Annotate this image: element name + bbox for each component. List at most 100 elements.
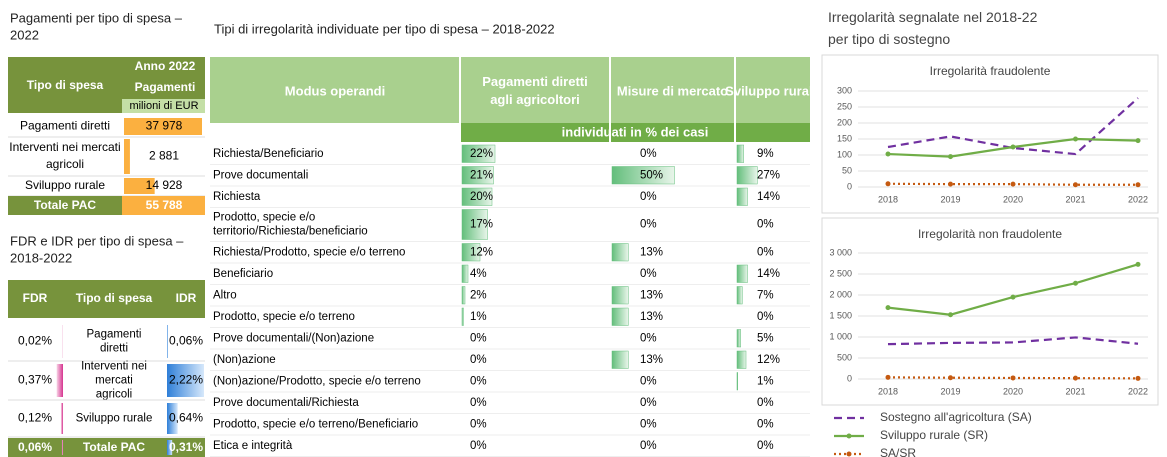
x-tick-label: 2022	[1128, 194, 1148, 204]
header-bg	[8, 280, 205, 318]
y-tick-label: 150	[837, 133, 852, 143]
pct-value: 0%	[757, 246, 774, 258]
point	[1010, 294, 1016, 300]
header-cell: Pagamenti	[135, 80, 196, 94]
pct-value: 0%	[640, 219, 657, 231]
point	[1010, 144, 1016, 150]
pct-bar	[461, 144, 496, 163]
pct-bar	[736, 372, 738, 391]
row-label: Etica e integrità	[213, 440, 293, 452]
row-label: Prodotto, specie e/o terreno/Beneficiari…	[213, 418, 418, 430]
row-label: (Non)azione	[213, 354, 276, 366]
point	[885, 374, 891, 380]
header-cell: Modus operandi	[285, 83, 385, 98]
header-cell: Anno 2022	[135, 59, 196, 73]
row-label: Altro	[213, 289, 237, 301]
pct-value: 14%	[757, 191, 780, 203]
chart-title: Irregolarità fraudolente	[930, 64, 1051, 78]
x-tick-label: 2021	[1065, 386, 1085, 396]
pct-value: 0%	[470, 332, 487, 344]
x-tick-label: 2021	[1065, 194, 1085, 204]
row-label: Pagamenti diretti	[87, 329, 142, 355]
total-value: 55 788	[146, 198, 183, 212]
chart-frame	[821, 217, 1159, 406]
fdr-bar	[60, 403, 63, 434]
y-tick-label: 500	[837, 352, 852, 362]
row-label: Interventi nei mercati agricoli	[9, 140, 120, 171]
row-label: Prodotto, specie e/o territorio/Richiesta…	[213, 212, 368, 238]
pct-bar	[736, 166, 758, 185]
idr-bar	[167, 403, 178, 434]
pct-value: 4%	[470, 268, 487, 280]
y-tick-label: 2 000	[829, 289, 852, 299]
pct-bar	[736, 286, 743, 305]
pct-bar	[611, 286, 629, 305]
pct-value: 5%	[757, 332, 774, 344]
fdr-value: 0,02%	[18, 334, 52, 348]
header-cell: Pagamenti diretti agli agricoltori	[482, 74, 587, 107]
pct-value: 0%	[640, 191, 657, 203]
row-label: Richiesta	[213, 191, 261, 203]
row-value: 14 928	[146, 178, 183, 192]
total-value-bg	[122, 196, 205, 215]
pct-value: 12%	[470, 246, 493, 258]
pct-bar	[461, 286, 466, 305]
pct-bar	[736, 329, 741, 348]
row-label: Beneficiario	[213, 268, 273, 280]
row-value: 2 881	[149, 149, 179, 163]
pct-value: 0%	[640, 268, 657, 280]
pct-value: 0%	[757, 418, 774, 430]
pct-bar	[461, 209, 488, 240]
row-label: Richiesta/Prodotto, specie e/o terreno	[213, 246, 405, 258]
row-label: Prodotto, specie e/o terreno	[213, 311, 355, 323]
pct-value: 1%	[470, 311, 487, 323]
pct-bar	[611, 243, 629, 262]
unit-bg	[122, 99, 205, 113]
series-line	[887, 97, 1139, 156]
row-value: 37 978	[146, 119, 183, 133]
pct-value: 0%	[757, 219, 774, 231]
idr-bar	[167, 364, 204, 397]
y-tick-label: 2 500	[829, 268, 852, 278]
pct-value: 21%	[470, 169, 493, 181]
y-tick-label: 300	[837, 85, 852, 95]
y-tick-label: 200	[837, 117, 852, 127]
x-tick-label: 2019	[940, 386, 960, 396]
total-label: Totale PAC	[83, 440, 146, 454]
series-line	[887, 336, 1139, 346]
point	[885, 151, 891, 157]
y-tick-label: 50	[842, 165, 852, 175]
pct-value: 0%	[470, 440, 487, 452]
total-bg	[8, 196, 122, 215]
x-tick-label: 2020	[1003, 386, 1023, 396]
pct-value: 12%	[757, 354, 780, 366]
pct-value: 22%	[470, 148, 493, 160]
pct-value: 0%	[757, 311, 774, 323]
pct-value: 13%	[640, 289, 663, 301]
fdr-bar	[61, 440, 63, 455]
fdr-bar	[56, 364, 63, 397]
pct-bar	[611, 166, 675, 185]
pct-value: 0%	[640, 332, 657, 344]
pct-bar	[461, 264, 469, 283]
y-tick-label: 3 000	[829, 247, 852, 257]
x-tick-label: 2019	[940, 194, 960, 204]
header-cell: milioni di EUR	[129, 100, 198, 112]
header-cell: Tipo di spesa	[27, 78, 104, 92]
pct-value: 17%	[470, 219, 493, 231]
header-cell: Tipo di spesa	[76, 291, 153, 305]
pct-bar	[461, 187, 493, 206]
y-tick-label: 0	[847, 373, 852, 383]
point	[1010, 181, 1016, 187]
point	[885, 181, 891, 187]
value-bar	[124, 178, 155, 194]
row-label: Prove documentali/Richiesta	[213, 397, 359, 409]
pct-value: 0%	[757, 440, 774, 452]
pct-value: 0%	[640, 397, 657, 409]
idr-value: 0,64%	[169, 411, 203, 425]
total-bg	[8, 438, 205, 457]
pct-bar	[611, 350, 629, 369]
point	[1135, 261, 1141, 267]
row-label: (Non)azione/Prodotto, specie e/o terreno	[213, 375, 421, 387]
